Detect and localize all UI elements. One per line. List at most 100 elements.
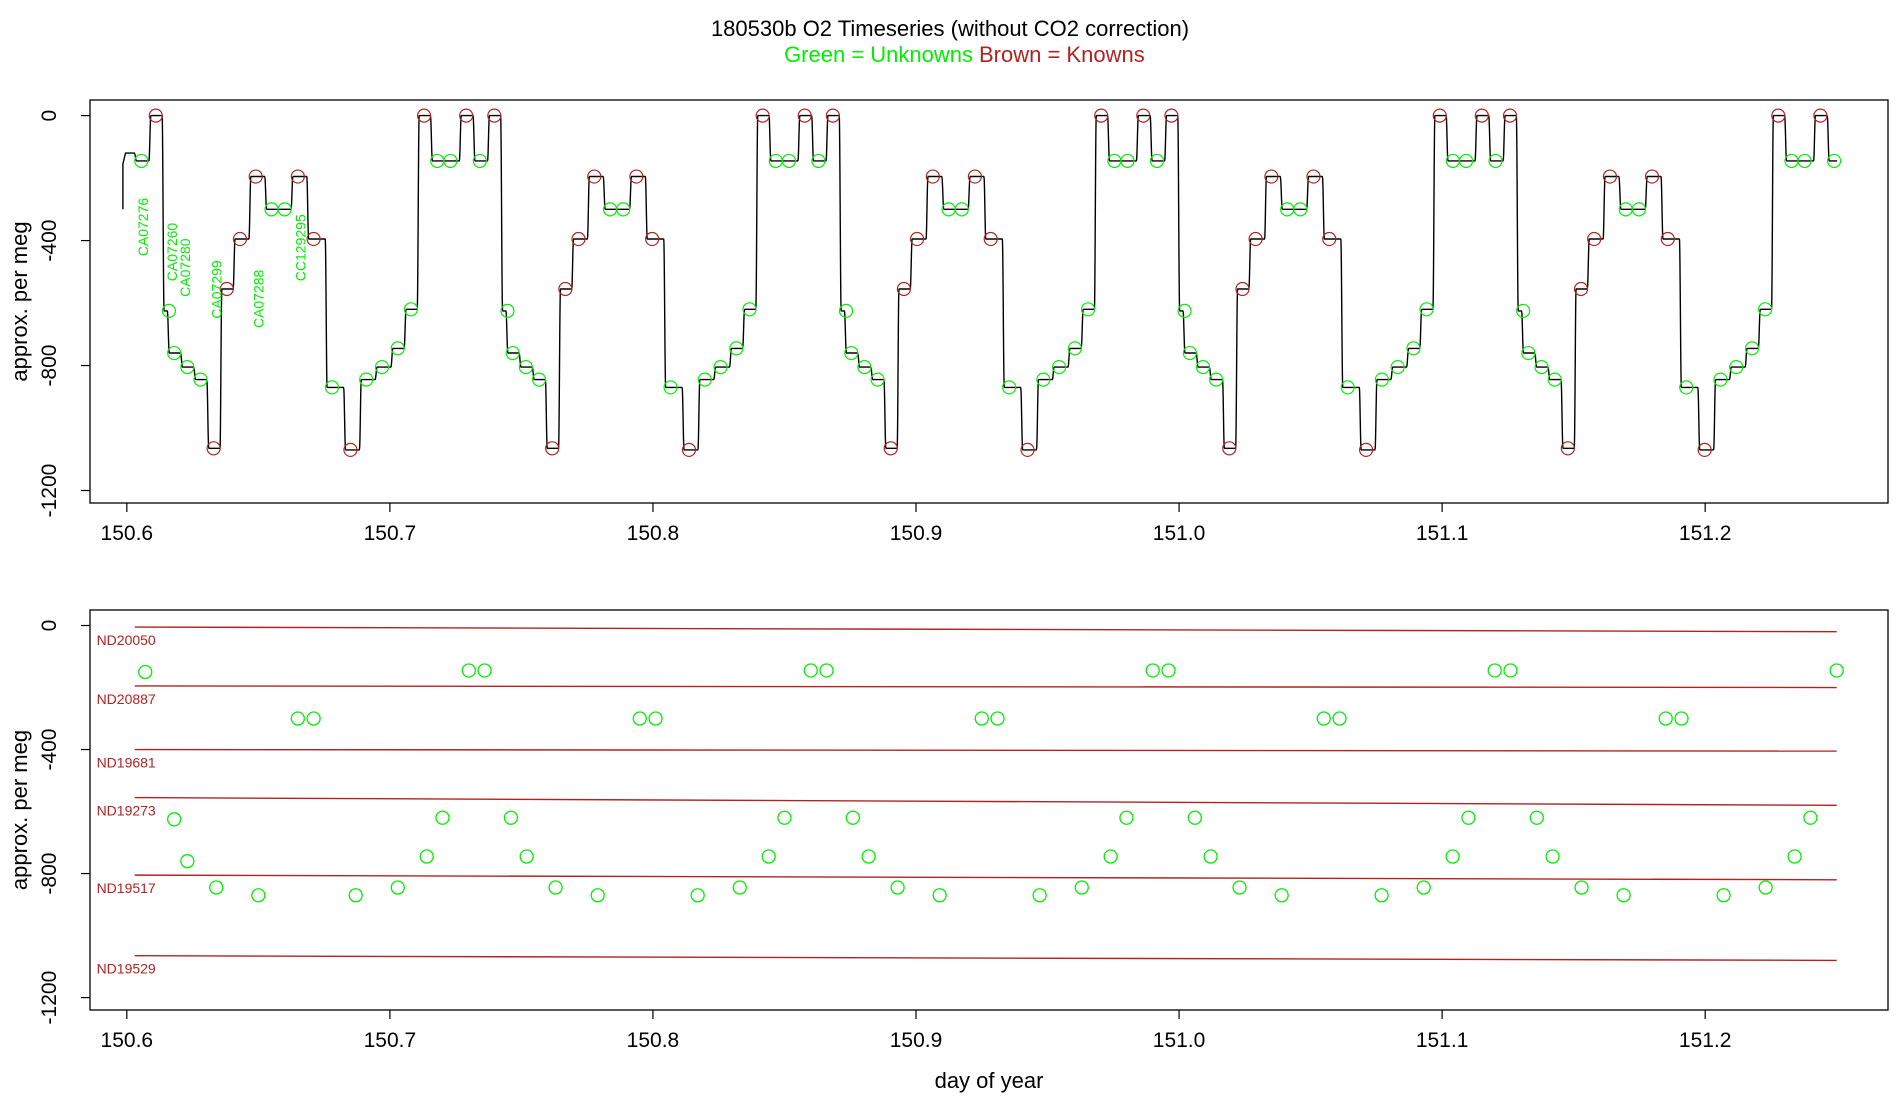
unknown-point — [1658, 711, 1673, 726]
unknown-point — [1416, 880, 1431, 895]
known-marker — [1502, 108, 1518, 123]
unknown-marker — [811, 153, 826, 169]
top-panel-timeseries: 150.6 150.7 150.8 150.9 151.0 151.1 151.2 0 -400… — [7, 99, 1889, 545]
unknown-marker — [277, 202, 292, 217]
unknown-point — [1374, 888, 1389, 903]
unknown-marker — [838, 303, 854, 318]
unknown-point — [1829, 663, 1844, 678]
known-reference-line — [134, 626, 1837, 633]
unknown-marker — [167, 345, 182, 361]
unknown-marker — [1067, 341, 1082, 356]
known-label: ND19681 — [97, 755, 156, 771]
plot-frame — [89, 609, 1889, 1011]
known-marker — [1771, 108, 1786, 123]
known-marker — [306, 231, 321, 247]
y-axis-label: approx. per meg — [7, 730, 32, 890]
unknown-marker — [1390, 360, 1405, 375]
sample-annotation: CA07276 — [135, 198, 151, 257]
unknown-point — [845, 810, 861, 825]
known-marker — [755, 108, 770, 123]
unknown-marker — [531, 372, 547, 387]
known-marker — [290, 169, 305, 184]
sample-annotation: CA07280 — [177, 238, 193, 297]
known-marker — [1222, 441, 1237, 456]
unknown-marker — [1521, 345, 1536, 361]
known-marker — [343, 442, 358, 457]
unknown-point — [1332, 711, 1347, 726]
unknown-point — [1616, 888, 1631, 903]
unknown-marker — [1195, 360, 1211, 375]
unknown-marker — [1340, 380, 1355, 395]
x-tick-label: 150.6 — [101, 522, 154, 545]
known-marker — [1660, 231, 1675, 247]
unknown-point — [761, 849, 776, 864]
unknown-marker — [954, 202, 969, 217]
unknown-marker — [324, 380, 340, 395]
unknown-point — [732, 880, 747, 895]
sample-annotation: CC129295 — [293, 214, 309, 281]
known-marker — [1573, 281, 1589, 297]
known-marker — [1813, 108, 1828, 123]
known-marker — [909, 231, 925, 247]
unknown-marker — [1002, 380, 1017, 395]
chart-subtitle-knowns: Brown = Knowns — [979, 42, 1145, 67]
unknown-point — [990, 711, 1005, 726]
unknown-marker — [729, 341, 744, 356]
known-marker — [825, 108, 840, 123]
unknown-point — [1316, 711, 1331, 726]
unknown-marker — [1036, 372, 1051, 387]
known-marker — [1474, 108, 1489, 123]
known-label: ND20050 — [97, 632, 156, 648]
unknown-marker — [1679, 380, 1694, 395]
unknown-marker — [742, 302, 757, 317]
unknown-marker — [1488, 153, 1503, 169]
known-marker — [925, 169, 940, 184]
x-tick-label: 150.6 — [101, 1029, 154, 1052]
unknown-point — [348, 888, 363, 903]
chart-title: 180530b O2 Timeseries (without CO2 corre… — [711, 16, 1189, 41]
x-tick-label: 151.0 — [1153, 1029, 1206, 1052]
unknown-marker — [870, 372, 885, 387]
known-marker — [1644, 169, 1660, 184]
unknown-point — [1187, 810, 1202, 825]
known-marker — [1560, 441, 1575, 456]
unknown-point — [180, 854, 195, 869]
unknown-point — [1674, 711, 1689, 726]
unknown-point — [1487, 663, 1502, 678]
known-reference-line — [134, 874, 1837, 881]
sample-annotation: CA07288 — [251, 269, 267, 328]
unknown-point — [1461, 810, 1476, 825]
x-tick-label: 151.1 — [1416, 1029, 1469, 1052]
known-marker — [571, 231, 586, 247]
known-marker — [1164, 108, 1179, 123]
unknown-marker — [1631, 202, 1646, 217]
unknown-point — [1503, 663, 1518, 678]
unknown-point — [548, 880, 563, 895]
unknown-marker — [1419, 302, 1434, 317]
unknown-point — [861, 849, 876, 864]
unknown-point — [435, 810, 450, 825]
unknown-point — [974, 711, 989, 726]
known-marker — [545, 441, 560, 456]
unknown-marker — [781, 153, 797, 169]
y-tick-label: -1200 — [38, 971, 61, 1025]
unknown-marker — [472, 153, 487, 169]
unknown-marker — [1797, 153, 1812, 169]
known-marker — [219, 281, 234, 297]
unknown-marker — [374, 360, 390, 375]
known-marker — [416, 108, 432, 123]
known-marker — [967, 169, 983, 184]
known-marker — [459, 108, 474, 123]
unknown-marker — [1713, 372, 1728, 387]
unknown-marker — [1758, 302, 1773, 317]
unknown-marker — [1052, 360, 1067, 375]
unknown-point — [1274, 888, 1289, 903]
unknown-point — [1787, 849, 1802, 864]
x-tick-label: 150.7 — [364, 1029, 417, 1052]
x-tick-label: 151.0 — [1153, 522, 1206, 545]
unknown-marker — [500, 303, 515, 318]
known-marker — [1264, 169, 1279, 184]
unknown-point — [932, 888, 947, 903]
unknown-point — [390, 880, 405, 895]
